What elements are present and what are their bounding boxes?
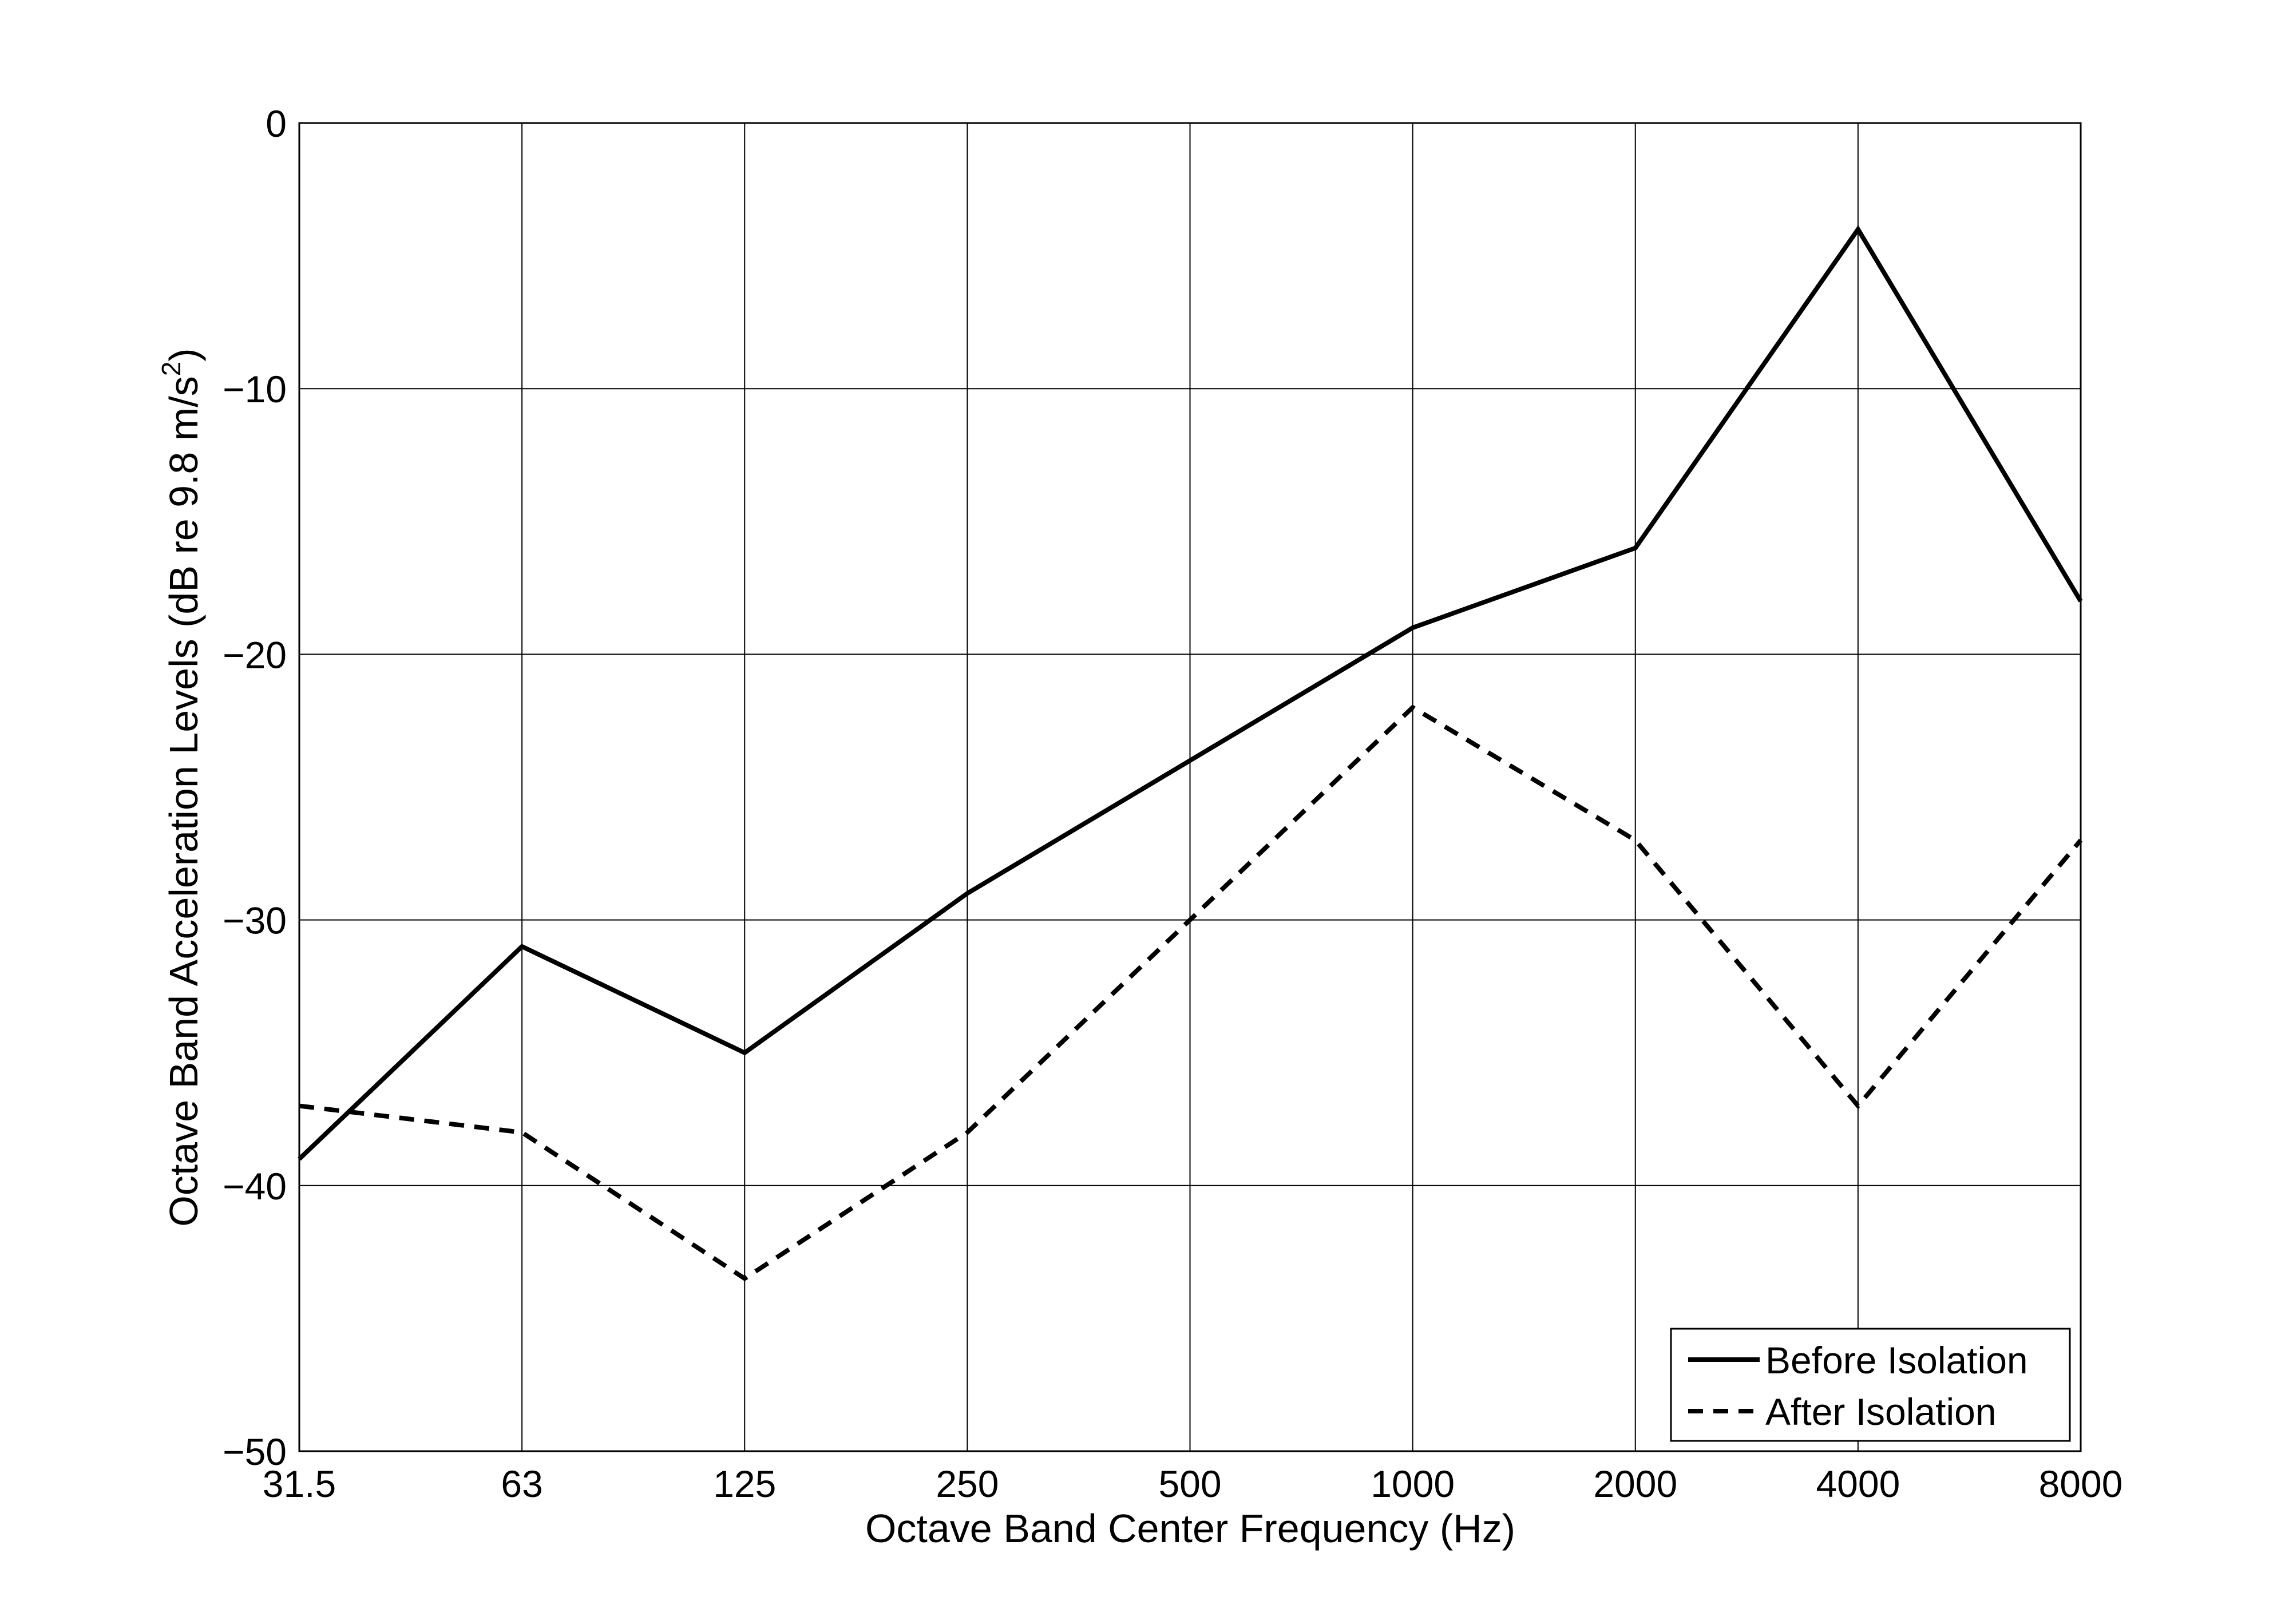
x-tick-label: 125 (713, 1463, 776, 1505)
legend-label-after: After Isolation (1765, 1391, 1997, 1433)
series-layer (298, 225, 2083, 1282)
x-tick-label: 4000 (1816, 1463, 1900, 1505)
x-axis-label: Octave Band Center Frequency (Hz) (865, 1506, 1515, 1551)
x-tick-label: 2000 (1593, 1463, 1677, 1505)
tick-labels: 31.5 63 125 250 500 1000 2000 4000 8000 0 −10 −20 −3… (223, 102, 2122, 1505)
y-tick-label: −50 (223, 1431, 287, 1473)
y-tick-label: −30 (223, 900, 287, 942)
grid (299, 122, 2081, 1452)
legend-label-before: Before Isolation (1765, 1339, 2028, 1381)
x-tick-label: 1000 (1371, 1463, 1455, 1505)
x-tick-label: 63 (501, 1463, 542, 1505)
legend-box (1670, 1328, 2071, 1442)
x-tick-label: 31.5 (263, 1463, 336, 1505)
x-tick-label: 500 (1158, 1463, 1221, 1505)
y-tick-label: −10 (223, 368, 287, 410)
series-line-after-isolation (299, 704, 2083, 1282)
y-tick-label: −40 (223, 1165, 287, 1207)
x-tick-label: 250 (936, 1463, 999, 1505)
x-tick-label: 8000 (2039, 1463, 2123, 1505)
plot-frame (298, 122, 2082, 1452)
y-axis-label: Octave Band Acceleration Levels (dB re 9… (156, 348, 206, 1226)
legend: Before Isolation After Isolation (1670, 1328, 2071, 1442)
y-tick-label: 0 (266, 102, 287, 145)
series-line-before-isolation (298, 225, 2083, 1161)
y-tick-label: −20 (223, 633, 287, 676)
